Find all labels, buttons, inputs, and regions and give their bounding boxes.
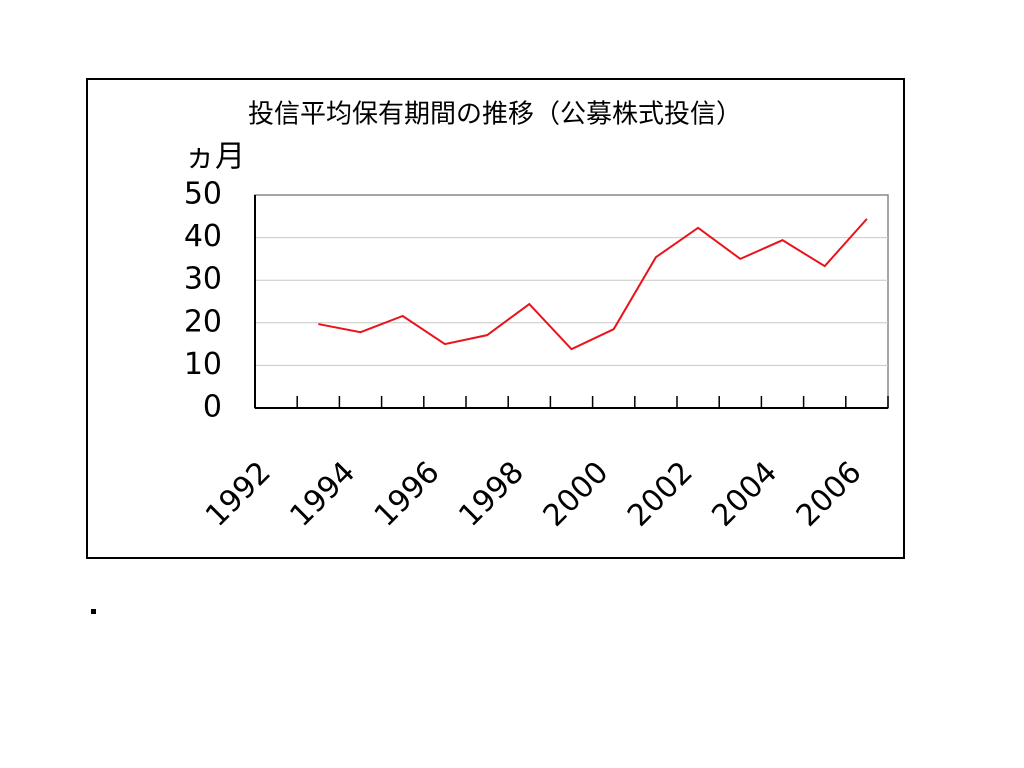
y-tick-label: 10	[184, 347, 222, 382]
y-tick-label: 40	[184, 219, 222, 254]
y-axis-label: ヵ月	[185, 140, 245, 175]
plot-area	[254, 194, 889, 409]
y-tick-label: 30	[184, 262, 222, 297]
data-line	[318, 218, 868, 351]
chart-title: 投信平均保有期間の推移（公募株式投信）	[248, 100, 742, 130]
bullet	[91, 609, 96, 614]
y-tick-label: 20	[184, 304, 222, 339]
y-tick-label: 0	[203, 390, 222, 425]
y-tick-label: 50	[184, 177, 222, 212]
